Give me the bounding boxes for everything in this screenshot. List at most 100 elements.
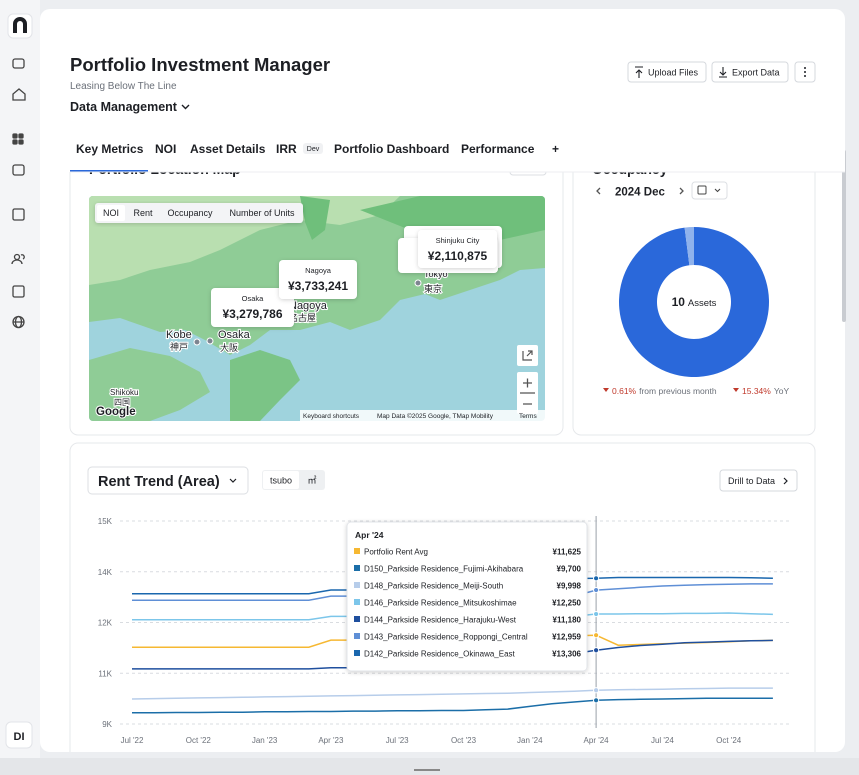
change-value: 15.34% [742,386,771,396]
y-tick-label: 14K [98,568,113,577]
change-down-arrow [733,388,739,392]
period-prev[interactable] [596,187,601,195]
x-tick-label: Apr '24 [584,736,610,745]
scrollbar[interactable] [842,150,846,322]
map-footer-link[interactable]: Map Data ©2025 Google, TMap Mobility [377,412,494,420]
data-management-dropdown[interactable]: Data Management [70,100,178,114]
map-pin [206,337,214,345]
map-toggle-option[interactable]: Rent [133,208,153,218]
map-footer-link[interactable]: Terms [519,413,537,420]
map-place-label: Osaka [218,329,251,341]
tooltip [346,521,588,672]
asset-label: Assets [688,298,717,309]
tab[interactable]: Asset Details [190,142,266,156]
nav-icon[interactable] [12,88,26,101]
map-toggle [95,203,303,223]
nav-icon[interactable] [12,58,25,69]
map-marker[interactable] [279,260,357,299]
rent-title: Rent Trend (Area) [98,474,220,490]
map-toggle-option[interactable]: Occupancy [167,208,213,218]
map-pin [193,338,201,346]
tooltip-value: ¥9,700 [557,565,582,574]
map-place-label: 大阪 [220,342,238,353]
nav-icon[interactable] [12,133,18,139]
period-picker[interactable] [691,181,728,200]
page-subtitle: Leasing Below The Line [70,81,177,92]
map-footer [300,410,545,421]
tab-indicator [70,170,148,172]
avatar[interactable] [5,721,33,749]
donut-center: 10 Assets [672,295,717,309]
tooltip-series-name: D143_Parkside Residence_Roppongi_Central [364,633,528,642]
hover-dot [593,586,600,594]
drill-button[interactable] [719,469,798,492]
upload-button[interactable] [627,61,707,83]
tooltip-series-name: D142_Parkside Residence_Okinawa_East [364,650,516,659]
x-tick-label: Jul '24 [651,736,674,745]
tab-bar: Key Metrics NOI Asset Details IRR Dev Portfol… [70,142,559,172]
tab-badge-label: Dev [307,146,320,153]
tab[interactable]: Performance [461,142,535,156]
rent-title-dropdown[interactable] [87,466,249,495]
tooltip-swatch [354,633,360,639]
map-marker[interactable] [418,230,497,268]
map-place-label: 東京 [424,283,442,294]
map-place-label: 神戸 [170,341,188,352]
nav-icon[interactable] [12,285,25,298]
nav-icon[interactable] [12,164,25,176]
tooltip-swatch [354,565,360,571]
tooltip-series-name: D150_Parkside Residence_Fujimi-Akihabara [364,565,524,574]
map-footer-link[interactable]: Keyboard shortcuts [303,413,360,420]
dropdown-chevron [181,104,190,110]
drill-chevron [783,477,788,485]
unit-option[interactable]: tsubo [270,476,292,486]
change-value: 0.61% [612,386,637,396]
avatar-initials: DI [14,731,25,743]
export-label: Export Data [732,68,780,78]
x-tick-label: Oct '23 [451,736,477,745]
period-label: 2024 Dec [615,187,665,199]
map-fullscreen-icon [522,350,533,361]
tab[interactable]: + [552,142,559,156]
tab[interactable]: Key Metrics [76,142,144,156]
tooltip-value: ¥12,959 [552,633,581,642]
map-pin [414,279,422,287]
change-label: from previous month [639,386,717,396]
map-toggle-option[interactable]: NOI [103,208,119,218]
map-land [230,350,300,421]
bottom-bar [0,758,859,775]
resize-handle[interactable] [414,769,440,771]
map-toggle-option[interactable]: Number of Units [229,208,295,218]
map-marker-name: Osaka [242,294,265,303]
y-tick-label: 11K [98,669,112,678]
y-tick-label: 15K [98,517,113,526]
export-icon [719,67,727,78]
nav-icon[interactable] [12,208,25,221]
series-line [132,697,773,714]
map-marker-name: Nagoya [305,266,332,275]
sidebar-icons [11,58,26,329]
map-logo: Google [96,406,136,418]
period-next[interactable] [679,187,684,195]
x-tick-label: Jan '23 [252,736,278,745]
map-place-label: 四国 [114,398,130,407]
export-button[interactable] [711,61,789,83]
unit-toggle-active [263,471,299,489]
change-label: YoY [774,386,790,396]
map-marker[interactable] [211,288,294,327]
x-tick-label: Oct '22 [186,736,212,745]
tooltip-swatch [354,548,360,554]
tooltip-value: ¥13,306 [552,650,581,659]
hover-dot [593,647,600,654]
tab[interactable]: IRR [276,142,297,156]
map-marker-value: ¥2,110,875 [428,249,488,263]
tab[interactable]: Portfolio Dashboard [334,142,449,156]
map-marker-name: Shinjuku City [436,236,480,245]
tooltip-swatch [354,616,360,622]
donut-slice [619,227,770,377]
tab[interactable]: NOI [155,142,176,156]
unit-option[interactable]: ㎡ [307,476,316,486]
tooltip-series-name: D146_Parkside Residence_Mitsukoshimae [364,599,517,608]
map-card-action[interactable] [509,158,547,176]
